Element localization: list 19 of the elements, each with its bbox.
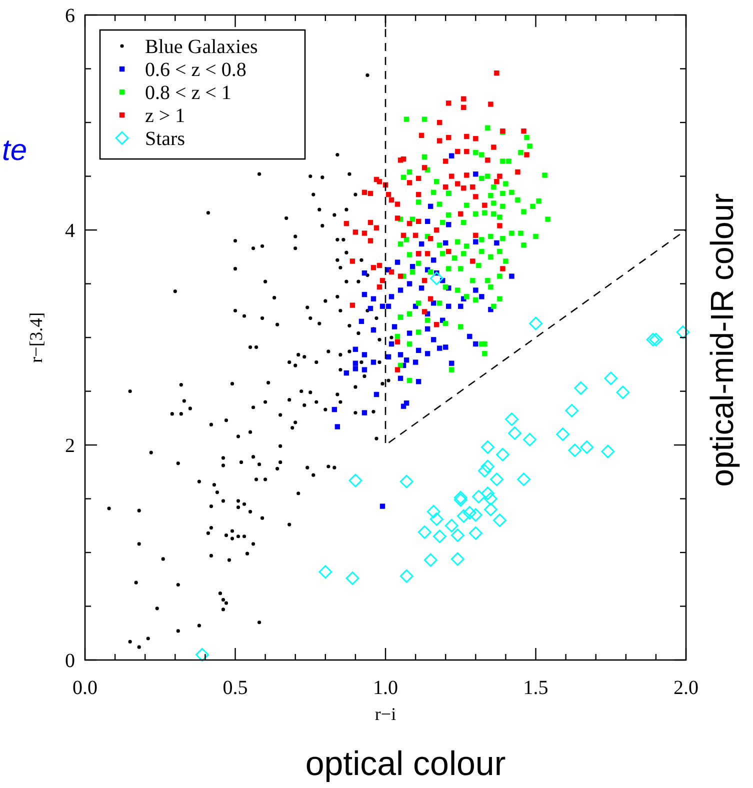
x-tick-label: 2.0	[674, 677, 698, 699]
x-tick-label: 1.0	[373, 677, 398, 699]
text: optical-mid-IR colour	[704, 192, 740, 487]
legend-label: z > 1	[145, 105, 186, 127]
y-axis-title: r−[3.4]	[26, 312, 46, 363]
x-tick-label: 0.0	[72, 677, 98, 699]
legend-label: 0.8 < z < 1	[145, 82, 232, 104]
y-tick-label: 2	[65, 435, 75, 457]
x-tick-label: 1.5	[523, 677, 548, 699]
x-axis-title: r−i	[374, 704, 396, 724]
legend-label: Stars	[145, 128, 186, 150]
y-tick-label: 6	[65, 5, 75, 27]
legend-label: 0.6 < z < 0.8	[145, 59, 246, 81]
legend-label: Blue Galaxies	[145, 36, 258, 58]
text: optical colour	[305, 745, 506, 783]
y-tick-label: 0	[65, 650, 75, 672]
text: te	[2, 134, 28, 167]
y-tick-label: 4	[65, 220, 75, 242]
x-tick-label: 0.5	[222, 677, 248, 699]
